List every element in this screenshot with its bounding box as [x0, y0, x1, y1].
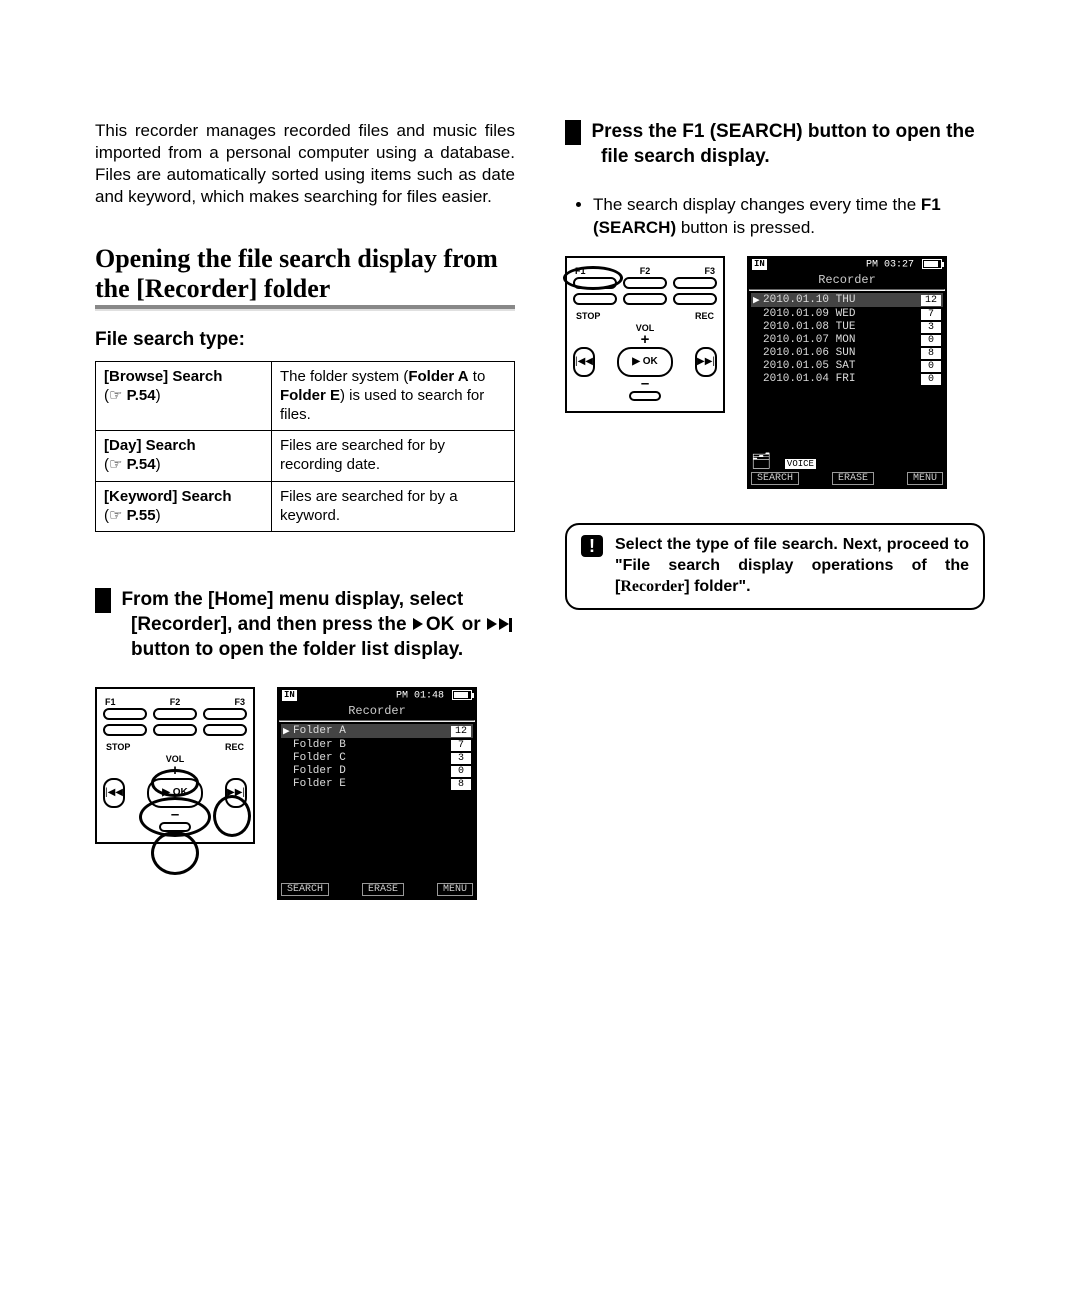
list-item: ▶2010.01.10 THU12 — [751, 293, 943, 307]
list-item: Folder E8 — [281, 778, 473, 790]
step2-diagram-row: F1F2F3 STOPREC VOL + |◀◀ ▶ OK ▶▶| – — [565, 256, 985, 490]
softkey-erase: ERASE — [362, 883, 404, 896]
fw-button: ▶▶| — [695, 347, 717, 377]
type-name: [Day] Search — [104, 437, 263, 456]
softkey-search: SEARCH — [281, 883, 329, 896]
list-item: 2010.01.08 TUE3 — [751, 321, 943, 333]
lcd-screen-2: IN PM 03:27 Recorder ▶2010.01.10 THU1220… — [747, 256, 947, 490]
rw-button: |◀◀ — [103, 778, 125, 808]
in-badge: IN — [752, 259, 767, 271]
softkey-search: SEARCH — [751, 472, 799, 485]
rw-button: |◀◀ — [573, 347, 595, 377]
highlight-fw — [213, 795, 251, 837]
ok-button: ▶ OK — [617, 347, 673, 377]
list-item: 2010.01.07 MON0 — [751, 334, 943, 346]
step2-bullets: The search display changes every time th… — [593, 194, 985, 240]
list-item: 2010.01.09 WED7 — [751, 308, 943, 320]
lcd-list: ▶2010.01.10 THU122010.01.09 WED72010.01.… — [749, 291, 945, 451]
step-2: 2 Press the F1 (SEARCH) button to open t… — [565, 120, 985, 170]
step-number: 2 — [565, 120, 581, 145]
highlight-f1 — [563, 266, 623, 290]
battery-icon — [452, 690, 472, 700]
notice-box: ! Select the type of file search. Next, … — [565, 523, 985, 609]
lcd-title: Recorder — [279, 702, 475, 720]
type-desc: The folder system (Folder A to Folder E)… — [271, 362, 514, 431]
table-row: [Day] Search (☞ P.54) Files are searched… — [96, 431, 515, 482]
ff-icon — [486, 618, 512, 632]
type-desc: Files are searched for by a keyword. — [271, 481, 514, 532]
list-item: 2010.01.04 FRI0 — [751, 373, 943, 385]
voice-label: VOICE — [785, 459, 816, 469]
section-title: Opening the file search display from the… — [95, 244, 515, 309]
step-1: 1 From the [Home] menu display, select [… — [95, 588, 515, 662]
lcd-screen-1: IN PM 01:48 Recorder ▶Folder A12Folder B… — [277, 687, 477, 901]
type-name: [Keyword] Search — [104, 488, 263, 507]
list-item: 2010.01.06 SUN8 — [751, 347, 943, 359]
type-name: [Browse] Search — [104, 368, 263, 387]
highlight-upper — [151, 769, 199, 797]
in-badge: IN — [282, 690, 297, 702]
play-icon — [413, 618, 423, 630]
table-row: [Browse] Search (☞ P.54) The folder syst… — [96, 362, 515, 431]
type-desc: Files are searched for by recording date… — [271, 431, 514, 482]
table-row: [Keyword] Search (☞ P.55) Files are sear… — [96, 481, 515, 532]
warning-icon: ! — [581, 535, 603, 557]
lcd-title: Recorder — [749, 271, 945, 289]
softkey-erase: ERASE — [832, 472, 874, 485]
intro-text: This recorder manages recorded files and… — [95, 120, 515, 208]
search-type-table: [Browse] Search (☞ P.54) The folder syst… — [95, 361, 515, 532]
search-type-heading: File search type: — [95, 329, 515, 351]
list-item: 2010.01.05 SAT0 — [751, 360, 943, 372]
lcd-list: ▶Folder A12Folder B7Folder C3Folder D0Fo… — [279, 722, 475, 882]
step-number: 1 — [95, 588, 111, 613]
list-item: Folder D0 — [281, 765, 473, 777]
list-item: Folder C3 — [281, 752, 473, 764]
battery-icon — [922, 259, 942, 269]
softkey-menu: MENU — [437, 883, 473, 896]
step1-diagram-row: F1F2F3 STOPREC VOL + |◀◀ ▶ OK ▶▶| – — [95, 687, 515, 901]
softkey-menu: MENU — [907, 472, 943, 485]
list-item: Folder B7 — [281, 739, 473, 751]
highlight-lower — [151, 831, 199, 875]
list-item: ▶Folder A12 — [281, 724, 473, 738]
